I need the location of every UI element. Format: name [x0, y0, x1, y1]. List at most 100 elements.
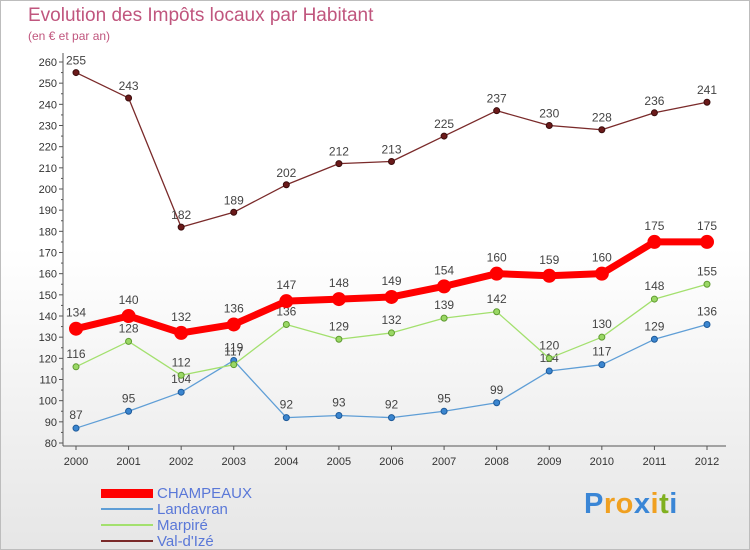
y-tick-label: 150	[39, 290, 57, 302]
logo-letter: P	[584, 488, 604, 520]
data-point-marpire	[125, 337, 133, 345]
data-point-champeaux	[700, 234, 714, 249]
y-tick-label: 240	[39, 99, 57, 111]
data-point-landavran	[493, 399, 501, 407]
data-point-marpire	[650, 295, 658, 303]
data-label-landavran: 136	[697, 304, 717, 318]
data-point-marpire	[545, 354, 553, 362]
data-label-marpire: 132	[381, 313, 401, 327]
data-point-landavran	[650, 335, 658, 343]
legend-item-landavran: Landavran	[101, 501, 252, 518]
data-label-marpire: 148	[644, 279, 664, 293]
x-tick-label: 2009	[537, 456, 561, 468]
x-tick-label: 2008	[484, 456, 508, 468]
data-label-champeaux: 175	[644, 219, 664, 233]
data-point-champeaux	[594, 266, 609, 281]
data-label-landavran: 95	[122, 391, 136, 405]
x-tick-label: 2007	[432, 456, 456, 468]
y-tick-label: 80	[45, 438, 57, 450]
data-label-val-d-ize: 189	[224, 193, 244, 207]
legend-label: Marpiré	[157, 516, 208, 534]
data-label-val-d-ize: 202	[276, 166, 296, 180]
data-point-champeaux	[384, 289, 399, 304]
data-label-landavran: 95	[437, 391, 451, 405]
data-point-champeaux	[331, 292, 346, 307]
legend-item-val-d-ize: Val-d'Izé	[101, 533, 252, 550]
data-label-marpire: 130	[592, 317, 612, 331]
x-tick-label: 2011	[643, 456, 667, 468]
data-label-val-d-ize: 243	[119, 79, 139, 93]
x-tick-label: 2004	[274, 456, 298, 468]
y-tick-label: 110	[39, 375, 57, 387]
data-label-champeaux: 149	[381, 274, 401, 288]
data-label-champeaux: 160	[487, 251, 507, 265]
data-label-champeaux: 160	[592, 251, 612, 265]
data-label-champeaux: 136	[224, 301, 244, 315]
data-label-champeaux: 147	[276, 278, 296, 292]
legend-swatch-champeaux	[101, 488, 153, 498]
data-point-val-d-ize	[598, 126, 606, 134]
data-label-val-d-ize: 228	[592, 111, 612, 125]
data-point-val-d-ize	[440, 132, 448, 140]
y-tick-label: 200	[39, 184, 57, 196]
data-point-champeaux	[489, 266, 504, 281]
data-label-marpire: 112	[172, 355, 191, 369]
data-label-marpire: 129	[329, 319, 349, 333]
data-label-val-d-ize: 236	[644, 94, 664, 108]
data-label-champeaux: 148	[329, 276, 349, 290]
logo-letter: x	[633, 488, 651, 520]
data-point-landavran	[125, 407, 133, 415]
data-label-val-d-ize: 255	[66, 54, 86, 68]
y-tick-label: 160	[39, 269, 57, 281]
y-tick-label: 190	[39, 205, 57, 217]
y-tick-label: 250	[39, 78, 57, 90]
y-tick-label: 180	[39, 226, 57, 238]
data-label-marpire: 142	[487, 292, 507, 306]
x-tick-label: 2010	[590, 456, 614, 468]
data-label-val-d-ize: 182	[171, 208, 191, 222]
data-point-landavran	[703, 320, 711, 328]
data-label-landavran: 129	[644, 319, 664, 333]
data-point-champeaux	[279, 294, 294, 309]
data-label-val-d-ize: 225	[434, 117, 454, 131]
x-tick-label: 2003	[222, 456, 246, 468]
data-point-marpire	[72, 363, 80, 371]
data-point-val-d-ize	[650, 109, 658, 117]
data-point-val-d-ize	[493, 107, 501, 115]
proxiti-logo: Proxiti	[584, 488, 678, 521]
data-point-val-d-ize	[72, 69, 80, 77]
data-label-landavran: 92	[385, 398, 399, 412]
data-label-landavran: 104	[171, 372, 191, 386]
chart-subtitle: (en € et par an)	[28, 29, 111, 43]
y-tick-label: 230	[39, 121, 57, 133]
data-point-champeaux	[542, 268, 557, 283]
data-label-landavran: 93	[332, 395, 346, 409]
data-point-val-d-ize	[230, 208, 238, 216]
data-point-landavran	[440, 407, 448, 415]
legend-swatch-marpire	[101, 524, 153, 526]
data-point-landavran	[388, 414, 395, 422]
legend: CHAMPEAUX Landavran Marpiré Val-d'Izé	[101, 484, 253, 550]
data-point-marpire	[703, 280, 711, 288]
line-chart: 8090100110120130140150160170180190200210…	[39, 53, 726, 468]
data-point-val-d-ize	[282, 181, 290, 189]
legend-swatch-landavran	[101, 508, 153, 510]
y-tick-label: 170	[39, 248, 57, 260]
data-label-landavran: 119	[224, 340, 243, 354]
data-point-champeaux	[174, 325, 189, 340]
y-tick-label: 90	[45, 417, 57, 429]
data-point-marpire	[335, 335, 343, 343]
x-tick-label: 2001	[116, 456, 140, 468]
legend-label: CHAMPEAUX	[157, 484, 253, 502]
data-label-marpire: 117	[224, 345, 243, 359]
logo-letter: r	[603, 488, 616, 520]
data-label-val-d-ize: 237	[487, 92, 507, 106]
data-point-champeaux	[437, 279, 452, 294]
logo-letter: i	[650, 488, 660, 520]
data-label-champeaux: 134	[66, 306, 86, 320]
y-tick-label: 130	[39, 332, 57, 344]
data-label-val-d-ize: 213	[381, 142, 401, 156]
data-point-champeaux	[69, 321, 83, 336]
x-tick-label: 2005	[327, 456, 351, 468]
data-label-marpire: 128	[119, 321, 139, 335]
